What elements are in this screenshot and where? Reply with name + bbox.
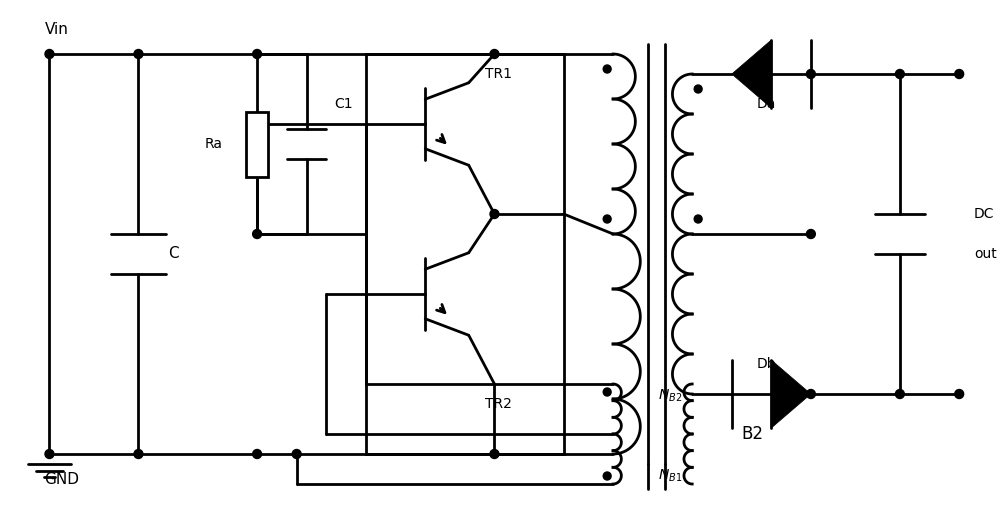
- Text: B2: B2: [742, 425, 764, 443]
- Circle shape: [134, 49, 143, 59]
- Circle shape: [253, 450, 262, 458]
- Text: $N_{B1}$: $N_{B1}$: [658, 468, 682, 484]
- Circle shape: [292, 450, 301, 458]
- Circle shape: [490, 49, 499, 59]
- Text: C: C: [168, 247, 179, 262]
- Circle shape: [603, 215, 611, 223]
- Text: C1: C1: [334, 97, 353, 111]
- Circle shape: [253, 229, 262, 238]
- Text: DC: DC: [974, 207, 995, 221]
- Text: TR1: TR1: [485, 67, 512, 81]
- Circle shape: [134, 450, 143, 458]
- Bar: [246, 112, 268, 176]
- Circle shape: [806, 69, 815, 79]
- Circle shape: [45, 49, 54, 59]
- Text: Ra: Ra: [204, 137, 222, 151]
- Circle shape: [955, 69, 964, 79]
- Bar: [366, 54, 564, 454]
- Circle shape: [603, 472, 611, 480]
- Text: Db: Db: [757, 357, 776, 371]
- Text: TR2: TR2: [485, 397, 511, 411]
- Circle shape: [45, 450, 54, 458]
- Text: out: out: [974, 247, 997, 261]
- Text: Da: Da: [757, 97, 776, 111]
- Text: GND: GND: [44, 471, 79, 486]
- Circle shape: [806, 229, 815, 238]
- Polygon shape: [771, 360, 811, 428]
- Polygon shape: [732, 40, 771, 108]
- Circle shape: [694, 85, 702, 93]
- Circle shape: [490, 210, 499, 218]
- Circle shape: [253, 49, 262, 59]
- Circle shape: [603, 388, 611, 396]
- Text: $N_{B2}$: $N_{B2}$: [658, 388, 682, 404]
- Circle shape: [806, 390, 815, 398]
- Text: Vin: Vin: [44, 22, 68, 36]
- Circle shape: [955, 390, 964, 398]
- Circle shape: [694, 215, 702, 223]
- Circle shape: [895, 390, 904, 398]
- Circle shape: [603, 65, 611, 73]
- Circle shape: [490, 450, 499, 458]
- Circle shape: [895, 69, 904, 79]
